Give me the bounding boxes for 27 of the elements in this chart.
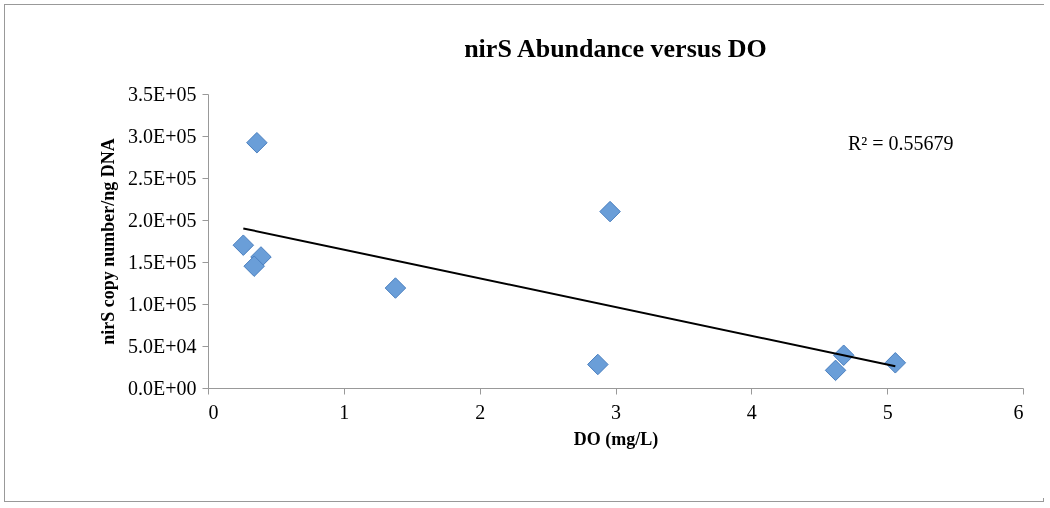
y-tick-label: 2.0E+05 xyxy=(128,208,197,231)
y-tick-label: 5.0E+04 xyxy=(128,334,197,357)
x-tick-label: 0 xyxy=(208,400,219,423)
point xyxy=(243,255,265,277)
annotation: R² = 0.55679 xyxy=(848,132,954,154)
x-tick-label: 2 xyxy=(475,400,486,423)
x-tick-label: 1 xyxy=(339,400,350,423)
y-tick-label: 0.0E+00 xyxy=(128,376,197,399)
x-tick-label: 5 xyxy=(882,400,893,423)
x-axis-title: DO (mg/L) xyxy=(573,428,659,450)
y-tick-label: 2.5E+05 xyxy=(128,166,197,189)
x-tick-label: 3 xyxy=(611,400,621,423)
point xyxy=(246,131,268,154)
chart-title: nirS Abundance versus DO xyxy=(464,34,767,63)
y-tick-label: 1.0E+05 xyxy=(128,292,197,315)
point xyxy=(232,234,255,256)
point xyxy=(384,277,407,299)
point xyxy=(587,353,609,376)
point xyxy=(884,352,907,374)
y-axis-title: nirS copy number/ng DNA xyxy=(98,138,118,345)
y-tick-label: 3.5E+05 xyxy=(128,82,197,105)
x-tick-label: 6 xyxy=(1013,400,1024,423)
x-tick-label: 4 xyxy=(746,400,757,423)
y-tick-label: 1.5E+05 xyxy=(128,250,197,273)
point xyxy=(824,359,847,382)
y-tick-label: 3.0E+05 xyxy=(128,124,197,147)
point xyxy=(599,200,621,223)
